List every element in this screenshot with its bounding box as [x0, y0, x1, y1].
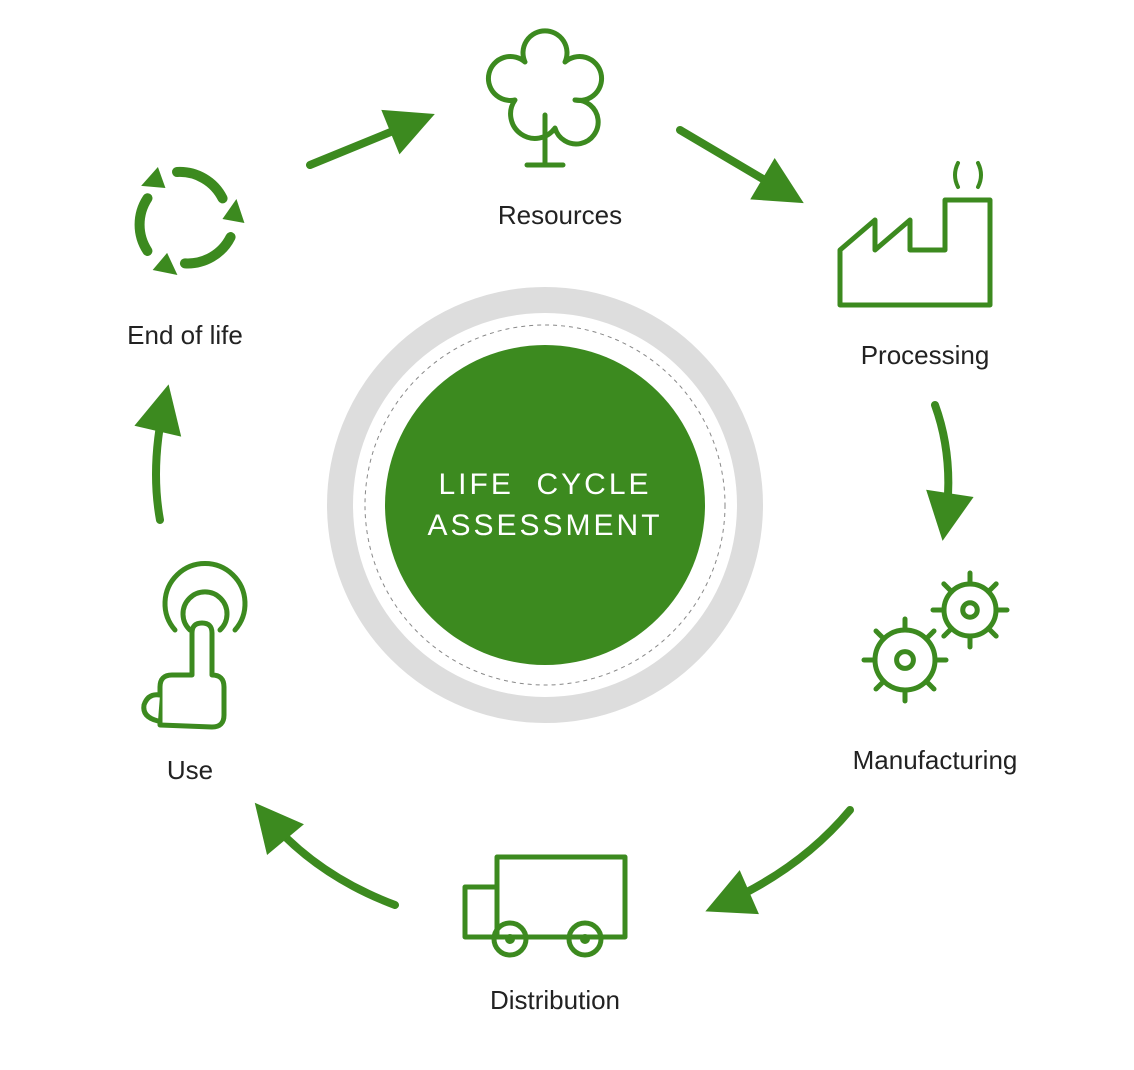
label-use: Use [160, 755, 220, 786]
label-resources: Resources [490, 200, 630, 231]
center-title: LIFE CYCLE ASSESSMENT [385, 465, 705, 546]
label-manufacturing: Manufacturing [835, 745, 1035, 776]
lifecycle-diagram: LIFE CYCLE ASSESSMENT Resources Processin… [0, 0, 1134, 1070]
arrow-end_of_life-to-resources [310, 120, 420, 165]
processing-icon [840, 163, 990, 305]
arrow-manufacturing-to-distribution [720, 810, 850, 905]
distribution-icon [465, 857, 625, 955]
manufacturing-icon [864, 573, 1007, 701]
resources-icon [488, 31, 601, 165]
end_of_life-icon [114, 167, 245, 296]
label-distribution: Distribution [475, 985, 635, 1016]
label-end_of_life: End of life [110, 320, 260, 351]
arrow-use-to-end_of_life [156, 400, 165, 520]
use-icon [144, 564, 245, 727]
arrow-distribution-to-use [265, 815, 395, 905]
label-processing: Processing [850, 340, 1000, 371]
arrow-processing-to-manufacturing [935, 405, 948, 525]
arrow-resources-to-processing [680, 130, 790, 195]
